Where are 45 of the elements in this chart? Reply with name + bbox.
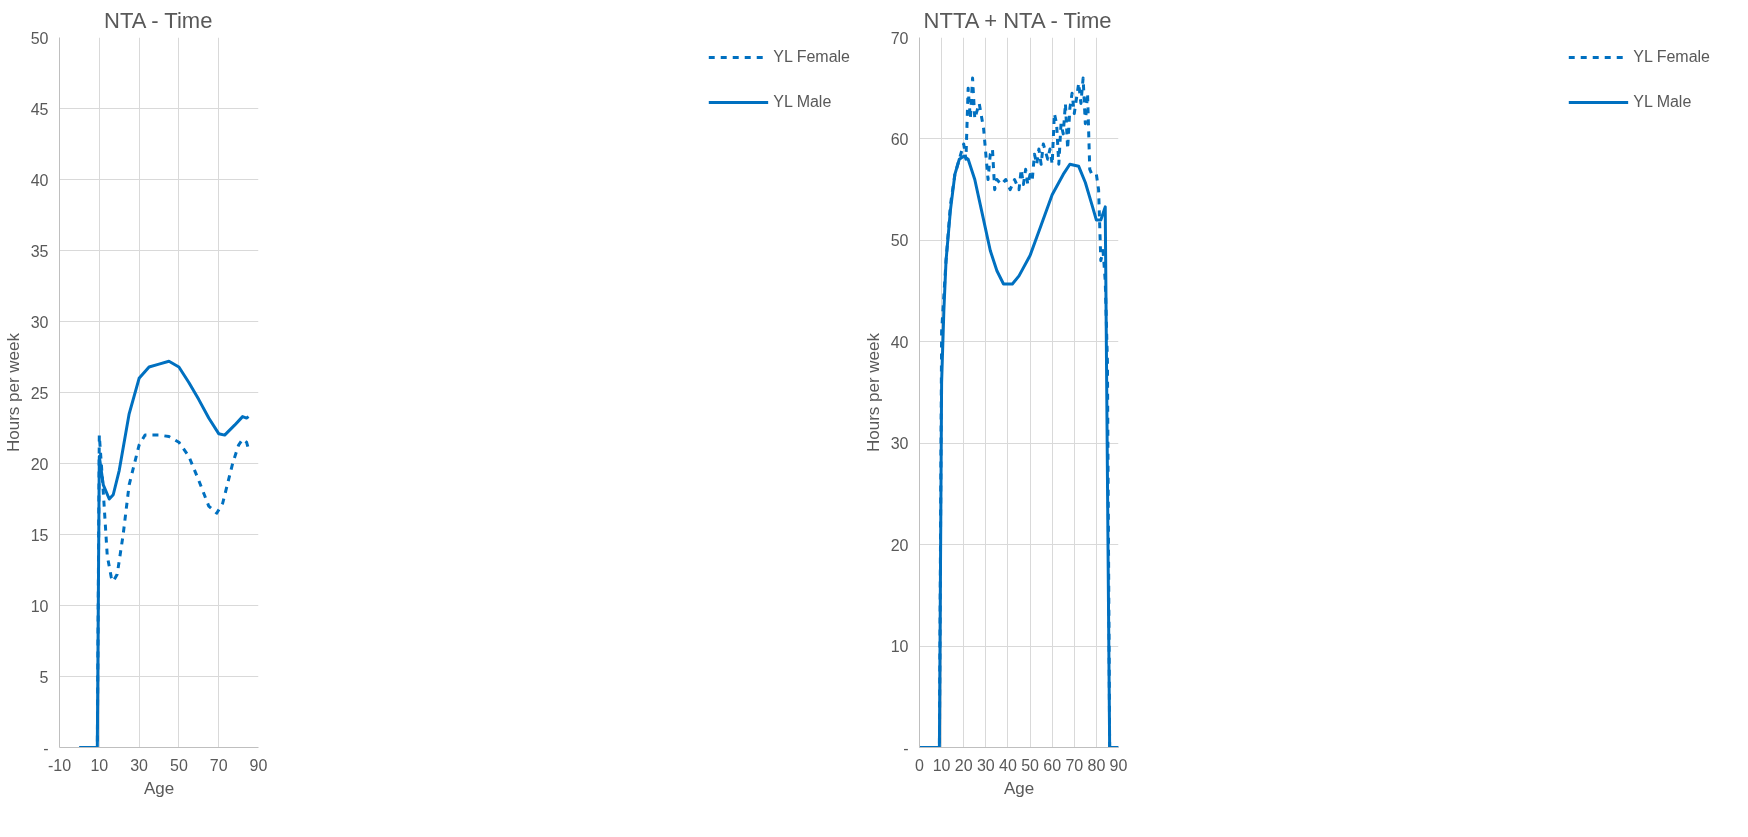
x-tick-label: 50 (170, 756, 188, 774)
x-tick-label: 70 (1065, 756, 1084, 774)
x-tick-label: 90 (249, 756, 268, 774)
y-tick-label: 35 (30, 242, 49, 260)
y-tick-label: 20 (890, 536, 909, 554)
y-axis-title: Hours per week (863, 332, 883, 453)
y-tick-label: - (903, 739, 909, 757)
y-tick-label: 10 (890, 638, 909, 656)
y-tick-label: 40 (890, 333, 909, 351)
x-tick-label: 10 (932, 756, 951, 774)
x-tick-label: 50 (1021, 756, 1040, 774)
y-tick-label: 70 (890, 29, 909, 47)
x-tick-label: -10 (47, 756, 72, 774)
x-tick-label: 40 (999, 756, 1017, 774)
x-tick-label: 60 (1043, 756, 1062, 774)
x-axis-title: Age (1003, 778, 1035, 798)
y-tick-label: 10 (30, 597, 49, 615)
x-tick-label: 80 (1087, 756, 1106, 774)
y-tick-label: 30 (890, 435, 909, 453)
y-tick-label: 15 (30, 526, 49, 544)
x-tick-label: 20 (954, 756, 973, 774)
y-tick-label: - (43, 739, 49, 757)
legend-label: YL Male (773, 93, 832, 111)
chart-title: NTA - Time (104, 7, 213, 33)
x-tick-label: 70 (209, 756, 228, 774)
legend-label: YL Female (1633, 48, 1710, 66)
chart-title: NTTA + NTA - Time (923, 7, 1112, 33)
y-axis-title: Hours per week (3, 332, 23, 453)
x-tick-label: 10 (90, 756, 109, 774)
x-tick-label: 0 (915, 756, 925, 774)
legend-label: YL Female (773, 48, 850, 66)
x-axis-title: Age (143, 778, 175, 798)
legend-label: YL Male (1633, 93, 1692, 111)
x-tick-label: 30 (976, 756, 995, 774)
y-tick-label: 60 (890, 130, 909, 148)
y-tick-label: 50 (30, 29, 49, 47)
y-tick-label: 20 (30, 455, 49, 473)
y-tick-label: 5 (39, 668, 49, 686)
x-tick-label: 90 (1109, 756, 1128, 774)
y-tick-label: 50 (890, 232, 909, 250)
y-tick-label: 45 (30, 100, 49, 118)
y-tick-label: 40 (30, 171, 49, 189)
x-tick-label: 30 (130, 756, 149, 774)
y-tick-label: 25 (30, 384, 49, 402)
y-tick-label: 30 (30, 313, 49, 331)
